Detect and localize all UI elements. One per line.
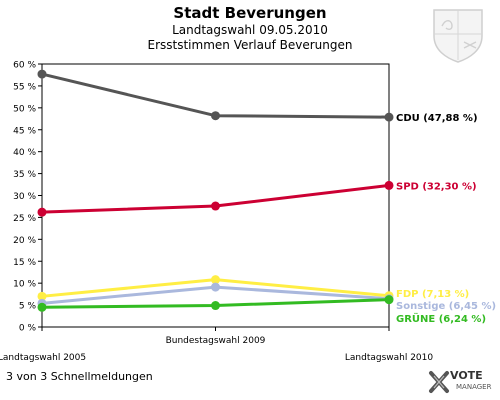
data-point-cdu: [384, 112, 394, 122]
x-tick-label: Landtagswahl 2010: [345, 353, 434, 363]
x-tick-label: Bundestagswahl 2009: [166, 336, 266, 346]
y-tick-label: 35 %: [13, 170, 36, 180]
chart-title: Stadt Beverungen: [173, 4, 327, 22]
y-tick-label: 40 %: [13, 148, 36, 158]
coat-of-arms-icon: [433, 9, 483, 63]
data-point-spd: [384, 180, 394, 190]
data-point-sonstige: [211, 282, 220, 292]
y-tick-label: 30 %: [13, 192, 36, 202]
data-point-gruene: [211, 301, 220, 311]
data-point-cdu: [37, 69, 47, 79]
y-tick-label: 10 %: [13, 280, 36, 290]
data-point-fdp: [37, 291, 47, 301]
y-tick-label: 55 %: [13, 82, 36, 92]
data-point-cdu: [211, 111, 220, 121]
series-line-cdu: [41, 72, 390, 119]
y-tick-label: 60 %: [13, 61, 36, 71]
data-point-gruene: [384, 295, 394, 305]
series-end-label: CDU (47,88 %): [396, 113, 478, 124]
y-tick-label: 20 %: [13, 236, 36, 246]
y-tick-label: 50 %: [13, 104, 36, 114]
data-point-spd: [37, 207, 47, 217]
y-tick-label: 25 %: [13, 214, 36, 224]
chart-subtitle: Landtagswahl 09.05.2010: [172, 23, 328, 37]
y-tick-label: 0 %: [19, 324, 37, 334]
series-end-label: GRÜNE (6,24 %): [396, 311, 486, 325]
logo-wordmark: VOTE: [450, 369, 483, 382]
series-end-label: SPD (32,30 %): [396, 181, 477, 192]
logo-wordmark-sub: MANAGER: [456, 383, 492, 391]
data-point-spd: [211, 201, 220, 211]
series-end-label: FDP (7,13 %): [396, 289, 469, 300]
footer-status-text: 3 von 3 Schnellmeldungen: [6, 370, 153, 383]
y-tick-label: 45 %: [13, 126, 36, 136]
series-end-label: Sonstige (6,45 %): [396, 301, 496, 312]
y-tick-label: 15 %: [13, 258, 36, 268]
chart-subtitle-2: Ersststimmen Verlauf Beverungen: [147, 38, 353, 52]
data-point-fdp: [211, 275, 220, 285]
x-tick-label: Landtagswahl 2005: [0, 353, 86, 363]
y-tick-label: 5 %: [19, 302, 37, 312]
vote-manager-logo-icon: [429, 371, 449, 393]
data-point-gruene: [37, 302, 47, 312]
